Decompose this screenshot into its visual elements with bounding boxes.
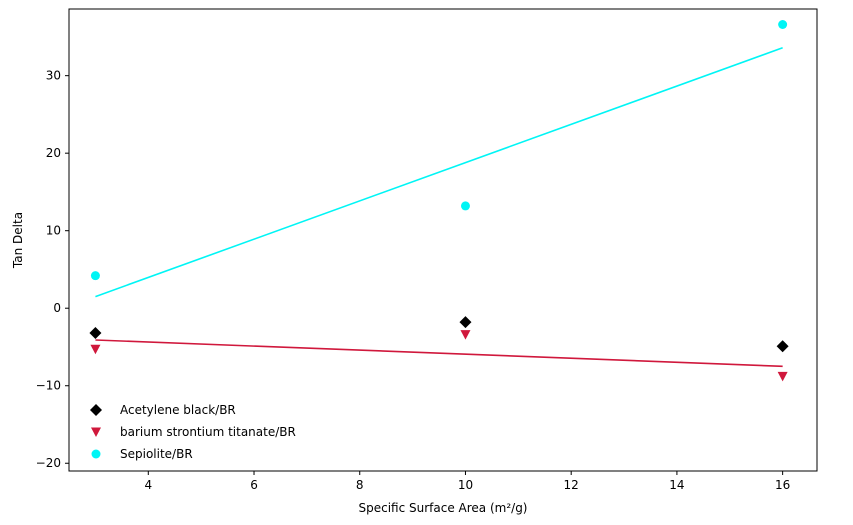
y-tick-label: 20: [46, 146, 61, 160]
data-point: [777, 371, 788, 382]
x-tick-label: 12: [564, 478, 579, 492]
data-point: [460, 330, 471, 340]
data-point: [459, 316, 472, 329]
y-axis: −20 −10 0 10 20 30: [36, 69, 69, 470]
data-point: [460, 201, 470, 211]
y-axis-label: Tan Delta: [11, 212, 25, 269]
legend: Acetylene black/BR barium strontium titan…: [90, 403, 296, 461]
axes-frame: [68, 8, 818, 472]
y-tick-label: 0: [53, 301, 61, 315]
data-point: [90, 271, 100, 281]
data-point: [778, 20, 788, 30]
x-axis: 4 6 8 10 12 14 16: [144, 471, 790, 492]
x-tick-label: 8: [356, 478, 364, 492]
data-point: [776, 340, 789, 353]
plot-area: [89, 20, 789, 382]
x-axis-label: Specific Surface Area (m²/g): [358, 501, 527, 515]
legend-label: barium strontium titanate/BR: [120, 425, 296, 439]
legend-item: Acetylene black/BR: [90, 403, 236, 417]
data-point: [90, 344, 101, 355]
legend-item: Sepiolite/BR: [91, 447, 193, 461]
x-tick-label: 10: [458, 478, 473, 492]
x-tick-label: 14: [669, 478, 684, 492]
y-tick-label: −10: [36, 379, 61, 393]
y-tick-label: −20: [36, 456, 61, 470]
data-point: [89, 327, 102, 340]
legend-label: Acetylene black/BR: [120, 403, 236, 417]
y-tick-label: 30: [46, 69, 61, 83]
trendline: [95, 339, 783, 368]
y-tick-label: 10: [46, 224, 61, 238]
x-tick-label: 6: [250, 478, 258, 492]
x-tick-label: 4: [144, 478, 152, 492]
legend-marker: [91, 427, 101, 437]
legend-marker: [91, 449, 101, 459]
x-tick-label: 16: [775, 478, 790, 492]
legend-item: barium strontium titanate/BR: [91, 425, 296, 439]
legend-marker: [90, 404, 102, 416]
legend-label: Sepiolite/BR: [120, 447, 193, 461]
trendline: [95, 47, 783, 298]
